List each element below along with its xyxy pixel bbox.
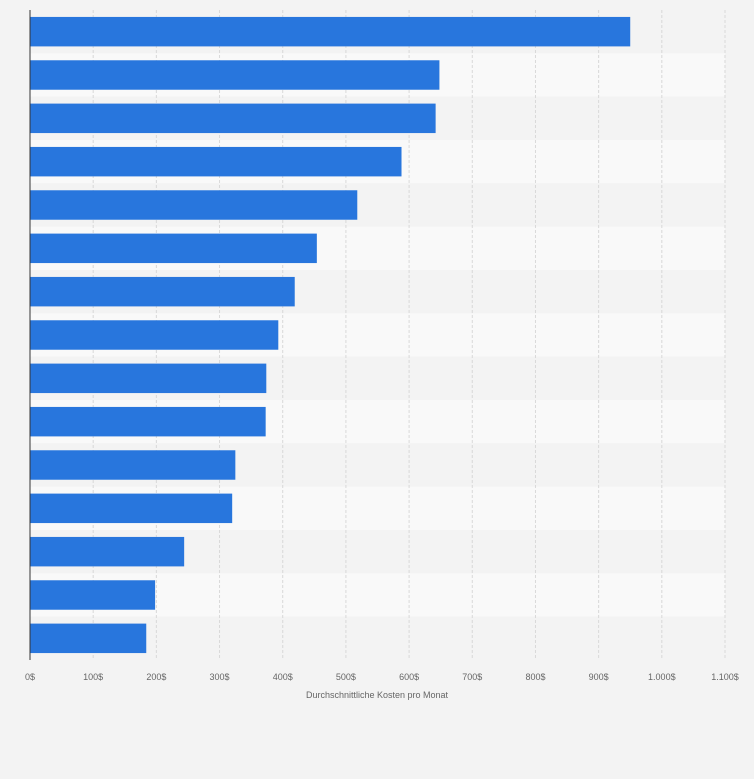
x-tick-label: 1.000$	[648, 672, 676, 682]
x-tick-label: 0$	[25, 672, 35, 682]
x-tick-label: 700$	[462, 672, 482, 682]
bar[interactable]	[30, 190, 358, 220]
bar[interactable]	[30, 103, 436, 134]
bar[interactable]	[30, 60, 440, 90]
bar[interactable]	[30, 16, 631, 47]
x-tick-label: 100$	[83, 672, 103, 682]
x-tick-label: 1.100$	[711, 672, 739, 682]
bar[interactable]	[30, 406, 266, 437]
bar[interactable]	[30, 536, 185, 567]
bar[interactable]	[30, 276, 295, 307]
bar[interactable]	[30, 450, 236, 480]
x-tick-label: 200$	[146, 672, 166, 682]
bar[interactable]	[30, 320, 279, 350]
bar[interactable]	[30, 493, 233, 524]
bar[interactable]	[30, 580, 156, 610]
x-tick-label: 300$	[210, 672, 230, 682]
x-tick-label: 900$	[589, 672, 609, 682]
x-tick-labels: 0$ 100$ 200$ 300$ 400$ 500$ 600$ 700$ 800$ 900$ 1.…	[25, 672, 739, 682]
bar[interactable]	[30, 623, 147, 654]
x-tick-label: 800$	[525, 672, 545, 682]
bar[interactable]	[30, 233, 317, 264]
x-tick-label: 500$	[336, 672, 356, 682]
x-tick-label: 600$	[399, 672, 419, 682]
bar[interactable]	[30, 146, 402, 177]
bar[interactable]	[30, 363, 267, 394]
bars	[30, 16, 631, 654]
x-axis-title: Durchschnittliche Kosten pro Monat	[306, 690, 449, 700]
x-tick-label: 400$	[273, 672, 293, 682]
